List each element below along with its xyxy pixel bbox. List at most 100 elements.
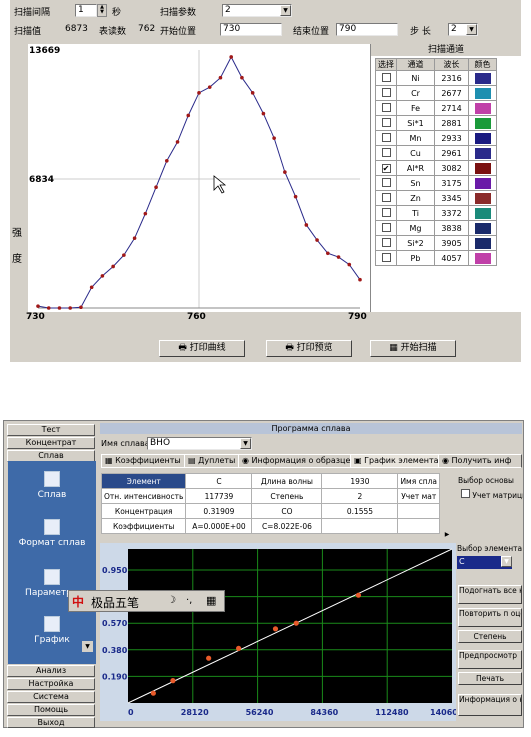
channel-checkbox[interactable] — [381, 132, 391, 142]
data-point — [218, 75, 223, 80]
channel-checkbox[interactable] — [381, 237, 391, 247]
sidebar-item-alloy[interactable]: Сплав — [8, 471, 96, 500]
grid-cell[interactable]: Учет мат — [397, 488, 441, 504]
channel-checkbox[interactable] — [381, 252, 391, 262]
nav-exit[interactable]: Выход — [7, 717, 95, 728]
channel-color-cell[interactable] — [468, 235, 497, 251]
channel-color-cell[interactable] — [468, 205, 497, 221]
nav-test[interactable]: Тест — [7, 424, 95, 436]
print-curve-button[interactable]: 🖶 打印曲线 — [159, 340, 245, 357]
grid-cell[interactable]: Элемент — [100, 473, 187, 489]
channel-checkbox[interactable] — [381, 192, 391, 202]
x-tick-label: 140600 — [430, 708, 456, 717]
channel-color-cell[interactable] — [468, 115, 497, 131]
grid-cell[interactable]: 1930 — [321, 473, 399, 489]
tab-element-graph[interactable]: ▣ График элемента — [350, 454, 443, 468]
channel-checkbox[interactable] — [381, 102, 391, 112]
chevron-down-icon[interactable]: ▼ — [82, 641, 93, 652]
tab-sample-info[interactable]: ◉ Информация о образце — [238, 454, 355, 468]
alloy-name-select[interactable]: BHO ▼ — [147, 437, 252, 450]
channel-row: Sn 3175 — [375, 175, 497, 191]
channel-checkbox[interactable] — [381, 177, 391, 187]
channel-color-cell[interactable] — [468, 130, 497, 146]
sidebar-item-parameters[interactable]: Параметры — [8, 569, 96, 598]
tab-get-info[interactable]: ◉ Получить инф — [438, 454, 522, 468]
step-select[interactable]: 2 ▼ — [448, 23, 478, 36]
channel-checkbox[interactable] — [381, 117, 391, 127]
scan-params-select[interactable]: 2 ▼ — [222, 4, 292, 17]
channel-color-cell[interactable] — [468, 70, 497, 86]
channel-checkbox[interactable]: ✔ — [381, 163, 391, 173]
end-pos-input[interactable]: 790 — [336, 23, 398, 36]
punctuation-icon[interactable]: ·, — [186, 595, 193, 606]
grid-cell[interactable] — [397, 503, 441, 519]
ylabel-char-2: 度 — [12, 254, 22, 265]
print-preview-button[interactable]: 🖶 打印预览 — [266, 340, 352, 357]
tab-coefficients[interactable]: ▦ Коэффициенты — [101, 454, 185, 468]
channel-checkbox[interactable] — [381, 147, 391, 157]
sidebar-item-format[interactable]: Формат сплав — [8, 519, 96, 548]
grid-cell[interactable]: Имя спла — [397, 473, 441, 489]
sidebar-item-graph[interactable]: График — [8, 616, 96, 645]
channel-color-cell[interactable] — [468, 250, 497, 266]
nav-help[interactable]: Помощь — [7, 704, 95, 716]
channel-color-cell[interactable] — [468, 160, 497, 176]
grid-cell[interactable]: A=0.000E+00 — [185, 518, 253, 534]
nav-analysis[interactable]: Анализ — [7, 665, 95, 677]
data-point — [236, 645, 242, 651]
grid-cell[interactable]: 2 — [321, 488, 399, 504]
grid-cell[interactable]: 0.1555 — [321, 503, 399, 519]
scroll-right-icon[interactable]: ▶ — [440, 531, 454, 541]
element-choice-select[interactable]: C ▼ — [457, 556, 512, 569]
grid-cell[interactable]: Длина волны — [251, 473, 323, 489]
matrix-checkbox-box[interactable] — [461, 489, 470, 498]
channel-checkbox[interactable] — [381, 207, 391, 217]
nav-settings[interactable]: Настройка — [7, 678, 95, 690]
curve-info-button[interactable]: Информация о кривой — [458, 694, 522, 716]
sidebar-item-label: Параметры — [25, 588, 79, 598]
channel-color-cell[interactable] — [468, 220, 497, 236]
matrix-checkbox[interactable]: Учет матрицы — [461, 489, 523, 500]
tab-duplets[interactable]: ▤ Дуплеты — [184, 454, 240, 468]
grid-cell[interactable]: 117739 — [185, 488, 253, 504]
nav-concentrate[interactable]: Концентрат — [7, 437, 95, 449]
repeat-estimate-button[interactable]: Повторить п оценки — [458, 608, 522, 627]
channel-color-cell[interactable] — [468, 85, 497, 101]
channel-checkbox[interactable] — [381, 222, 391, 232]
grid-cell[interactable]: C=8.022E-06 — [251, 518, 323, 534]
channel-color-cell[interactable] — [468, 145, 497, 161]
grid-cell[interactable]: C — [185, 473, 253, 489]
color-swatch — [474, 87, 491, 99]
data-point — [272, 136, 276, 140]
start-pos-input[interactable]: 730 — [220, 23, 282, 36]
preview-button[interactable]: Предпросмотр — [458, 650, 522, 669]
keyboard-icon[interactable]: ▦ — [206, 594, 217, 607]
data-point — [170, 678, 176, 684]
channel-row: Pb 4057 — [375, 250, 497, 266]
scan-interval-spinner[interactable]: ▲ ▼ — [97, 4, 107, 17]
data-point — [122, 253, 126, 257]
channel-checkbox[interactable] — [381, 72, 391, 82]
ime-toolbar[interactable]: 中 极品五笔 ☽ ·, ▦ — [68, 590, 225, 612]
moon-icon[interactable]: ☽ — [167, 595, 176, 606]
channel-color-cell[interactable] — [468, 175, 497, 191]
channel-color-cell[interactable] — [468, 100, 497, 116]
grid-cell[interactable]: CO — [251, 503, 323, 519]
grid-cell[interactable] — [321, 518, 399, 534]
grid-cell[interactable]: Коэффициенты — [100, 518, 187, 534]
scan-value: 6873 — [65, 24, 88, 34]
channel-color-cell[interactable] — [468, 190, 497, 206]
scan-interval-input[interactable]: 1 — [75, 4, 97, 17]
fit-all-button[interactable]: Подогнать все к кривые — [458, 585, 522, 604]
print-button[interactable]: Печать — [458, 672, 522, 685]
grid-cell[interactable]: Степень — [251, 488, 323, 504]
degree-button[interactable]: Степень — [458, 630, 522, 643]
start-scan-button[interactable]: ▦ 开始扫描 — [370, 340, 456, 357]
grid-cell[interactable]: 0.31909 — [185, 503, 253, 519]
grid-cell[interactable]: Концентрация — [100, 503, 187, 519]
channel-checkbox[interactable] — [381, 87, 391, 97]
grid-cell[interactable] — [397, 518, 441, 534]
color-swatch — [474, 102, 491, 114]
grid-cell[interactable]: Отн. интенсивность — [100, 488, 187, 504]
nav-system[interactable]: Система — [7, 691, 95, 703]
